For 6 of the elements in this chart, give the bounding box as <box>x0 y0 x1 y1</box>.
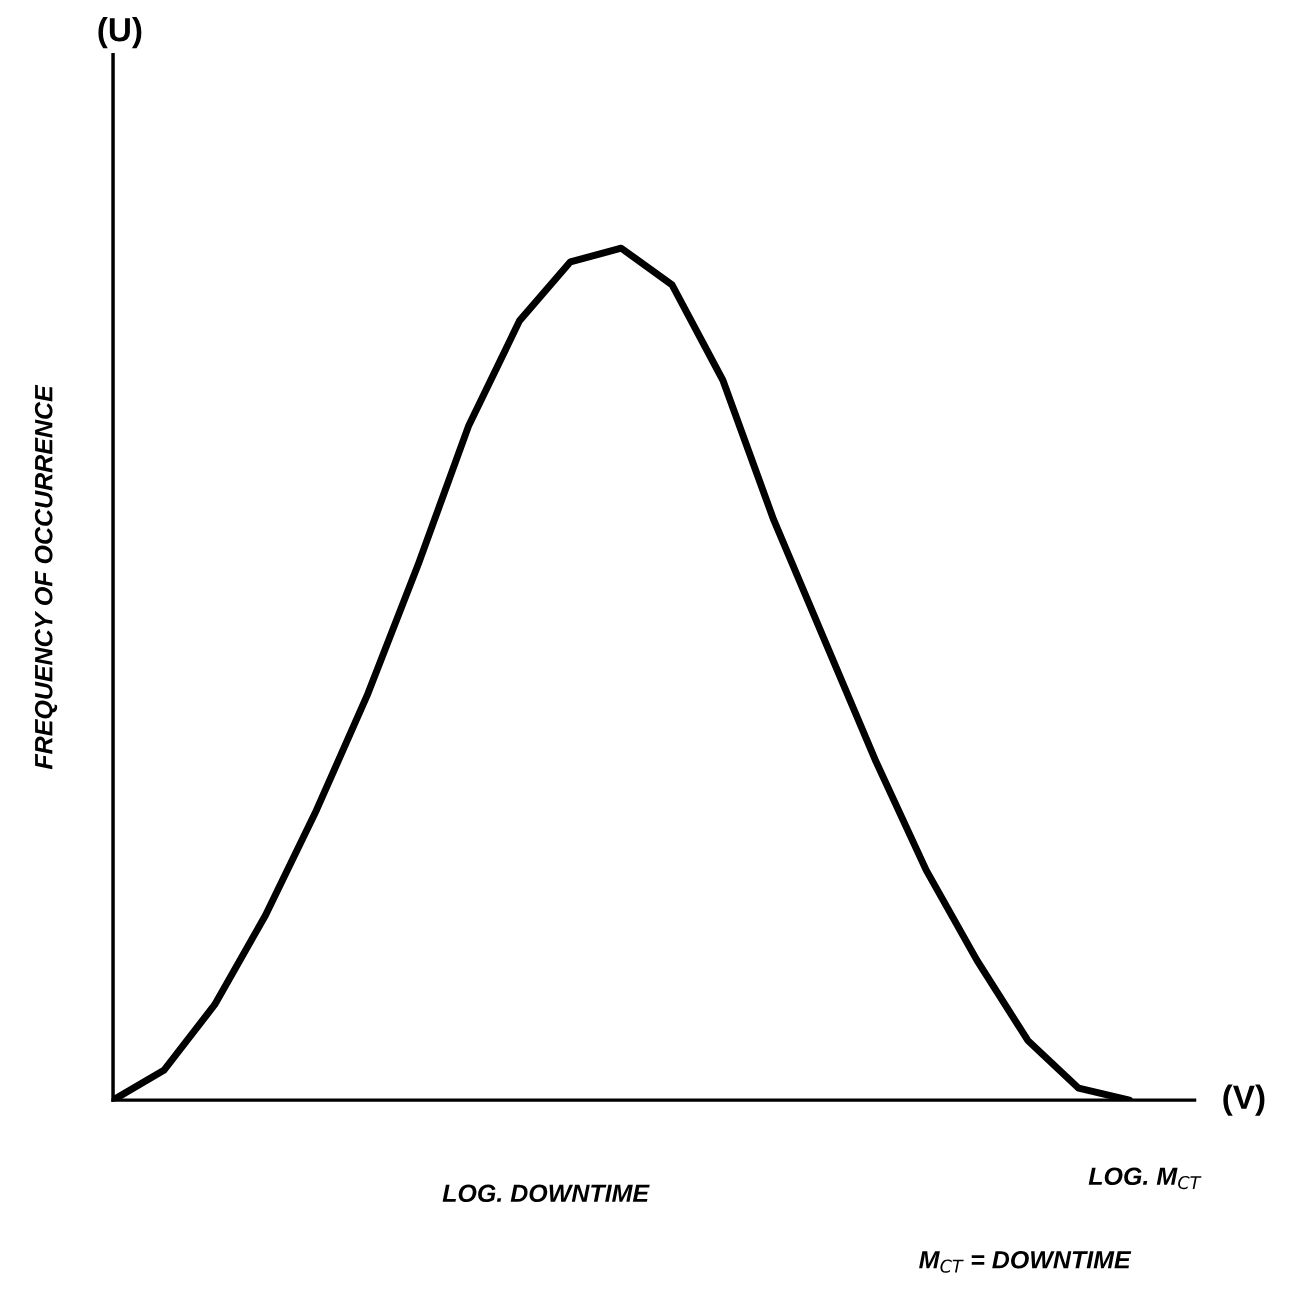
text: (U) <box>98 17 142 49</box>
y-axis-title: FREQUENCY OF OCCURRENCE <box>34 384 58 770</box>
text: M$_{CT}$ = DOWNTIME <box>919 1250 1132 1273</box>
x-axis-title: LOG. DOWNTIME <box>442 1184 650 1203</box>
text: LOG. M$_{CT}$ <box>1088 1167 1202 1190</box>
text: (V) <box>1223 1084 1265 1116</box>
